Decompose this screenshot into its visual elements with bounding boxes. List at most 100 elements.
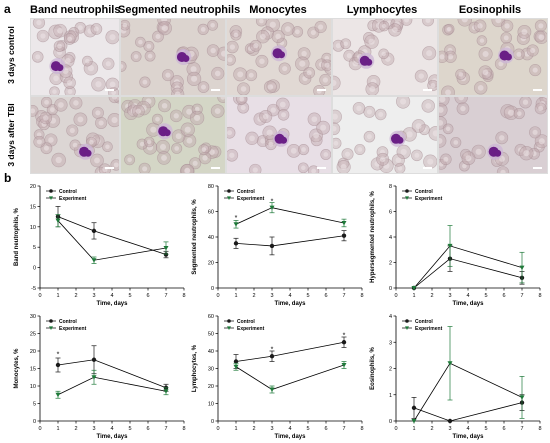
chart-hypersegmented-neutrophils: 0 1 2 3 4 5 6 7 8 0 2 4 6 8 Time, days Hypersegmented n… xyxy=(370,184,542,307)
x-tick-label: 7 xyxy=(164,426,167,432)
legend-label: Experiment xyxy=(415,326,443,332)
x-tick-label: 1 xyxy=(412,293,415,299)
series-line-control xyxy=(413,402,523,422)
y-tick-label: 0 xyxy=(33,419,36,425)
y-axis-label: Segmented neutrophils, % xyxy=(192,199,198,275)
data-point-control xyxy=(55,362,61,368)
x-tick-label: 1 xyxy=(234,293,237,299)
chart-monocytes: 0 1 2 3 4 5 6 7 8 0 5 10 15 20 25 30 Time, days Monocytes… xyxy=(14,314,186,440)
y-tick-label: 60 xyxy=(208,314,214,320)
data-point-experiment xyxy=(447,243,453,249)
y-tick-label: 0 xyxy=(389,286,392,292)
legend-label: Control xyxy=(59,319,77,325)
data-point-experiment xyxy=(91,258,97,263)
legend-label: Control xyxy=(237,189,255,195)
y-tick-label: 40 xyxy=(208,349,214,355)
x-tick-label: 8 xyxy=(182,293,185,299)
significance-marker: * xyxy=(235,215,238,222)
data-point-experiment xyxy=(163,389,169,394)
x-tick-label: 3 xyxy=(270,426,273,432)
x-tick-label: 4 xyxy=(110,426,113,432)
x-tick-label: 1 xyxy=(56,426,59,432)
significance-marker: * xyxy=(271,346,274,353)
x-tick-label: 6 xyxy=(146,426,149,432)
significance-marker: * xyxy=(271,198,274,205)
x-tick-label: 5 xyxy=(128,293,131,299)
x-tick-label: 7 xyxy=(520,293,523,299)
x-tick-label: 0 xyxy=(38,426,41,432)
x-tick-label: 0 xyxy=(394,293,397,299)
series-line-experiment xyxy=(413,245,523,289)
micrograph-tbi-1 xyxy=(120,96,226,174)
y-axis-label: Monocytes, % xyxy=(14,348,20,389)
x-axis-label: Time, days xyxy=(453,301,485,307)
data-point-experiment xyxy=(411,286,417,291)
x-tick-label: 0 xyxy=(216,426,219,432)
x-tick-label: 2 xyxy=(252,293,255,299)
x-tick-label: 6 xyxy=(324,426,327,432)
x-tick-label: 3 xyxy=(448,293,451,299)
y-tick-label: 60 xyxy=(208,210,214,216)
y-tick-label: 25 xyxy=(30,332,36,338)
x-axis-label: Time, days xyxy=(453,434,485,440)
column-header-lymphocytes: Lymphocytes xyxy=(346,4,418,16)
micrograph-control-4 xyxy=(438,18,548,96)
y-tick-label: -5 xyxy=(31,286,36,292)
x-tick-label: 6 xyxy=(502,426,505,432)
y-tick-label: 5 xyxy=(33,402,36,408)
row-label-control: 3 days control xyxy=(6,26,16,84)
x-axis-label: Time, days xyxy=(275,301,307,307)
x-axis-label: Time, days xyxy=(97,434,129,440)
y-tick-label: 2 xyxy=(389,367,392,373)
x-tick-label: 8 xyxy=(182,426,185,432)
x-tick-label: 0 xyxy=(394,426,397,432)
column-header-monocytes: Monocytes xyxy=(249,4,307,16)
series-line-control xyxy=(235,235,345,247)
data-point-experiment xyxy=(233,364,239,370)
data-point-experiment xyxy=(163,246,169,251)
micrograph-tbi-4 xyxy=(438,96,548,174)
panel-a-label: a xyxy=(4,2,11,16)
micrograph-control-2 xyxy=(226,18,332,96)
x-tick-label: 1 xyxy=(234,426,237,432)
x-tick-label: 8 xyxy=(360,293,363,299)
data-point-control xyxy=(91,357,97,362)
x-tick-label: 4 xyxy=(288,293,291,299)
data-point-experiment xyxy=(55,218,61,224)
y-tick-label: 30 xyxy=(30,314,36,320)
y-tick-label: 6 xyxy=(389,210,392,216)
x-axis-label: Time, days xyxy=(97,301,129,307)
x-tick-label: 8 xyxy=(538,426,541,432)
x-tick-label: 4 xyxy=(110,293,113,299)
x-axis-label: Time, days xyxy=(275,434,307,440)
y-tick-label: 20 xyxy=(30,349,36,355)
y-tick-label: 5 xyxy=(33,245,36,251)
y-tick-label: 80 xyxy=(208,184,214,190)
x-tick-label: 4 xyxy=(466,293,469,299)
chart-eosinophils: 0 1 2 3 4 5 6 7 8 0 1 2 3 4 Time, days Eosinophils, % Co… xyxy=(370,314,542,440)
micrograph-control-1 xyxy=(120,18,226,96)
x-tick-label: 7 xyxy=(164,293,167,299)
data-point-control xyxy=(233,241,239,246)
y-tick-label: 30 xyxy=(208,367,214,373)
y-tick-label: 0 xyxy=(211,286,214,292)
column-header-band-neutrophils: Band neutrophils xyxy=(30,4,121,16)
x-tick-label: 0 xyxy=(38,293,41,299)
y-tick-label: 3 xyxy=(389,340,392,346)
y-axis-label: Hypersegmented neutrophils, % xyxy=(370,190,376,282)
data-point-control xyxy=(411,405,417,411)
chart-lymphocytes: 0 1 2 3 4 5 6 7 8 0 10 20 30 40 50 60 Time, days Lymphocy… xyxy=(192,314,364,440)
x-tick-label: 0 xyxy=(216,293,219,299)
x-tick-label: 2 xyxy=(74,426,77,432)
micrograph-tbi-0 xyxy=(30,96,120,174)
data-point-experiment xyxy=(341,363,347,368)
x-tick-label: 3 xyxy=(92,426,95,432)
x-tick-label: 5 xyxy=(484,426,487,432)
data-point-control xyxy=(269,354,275,359)
y-tick-label: 15 xyxy=(30,204,36,210)
x-tick-label: 8 xyxy=(360,426,363,432)
y-axis-label: Lymphocytes, % xyxy=(192,344,198,392)
data-point-control xyxy=(233,359,239,364)
